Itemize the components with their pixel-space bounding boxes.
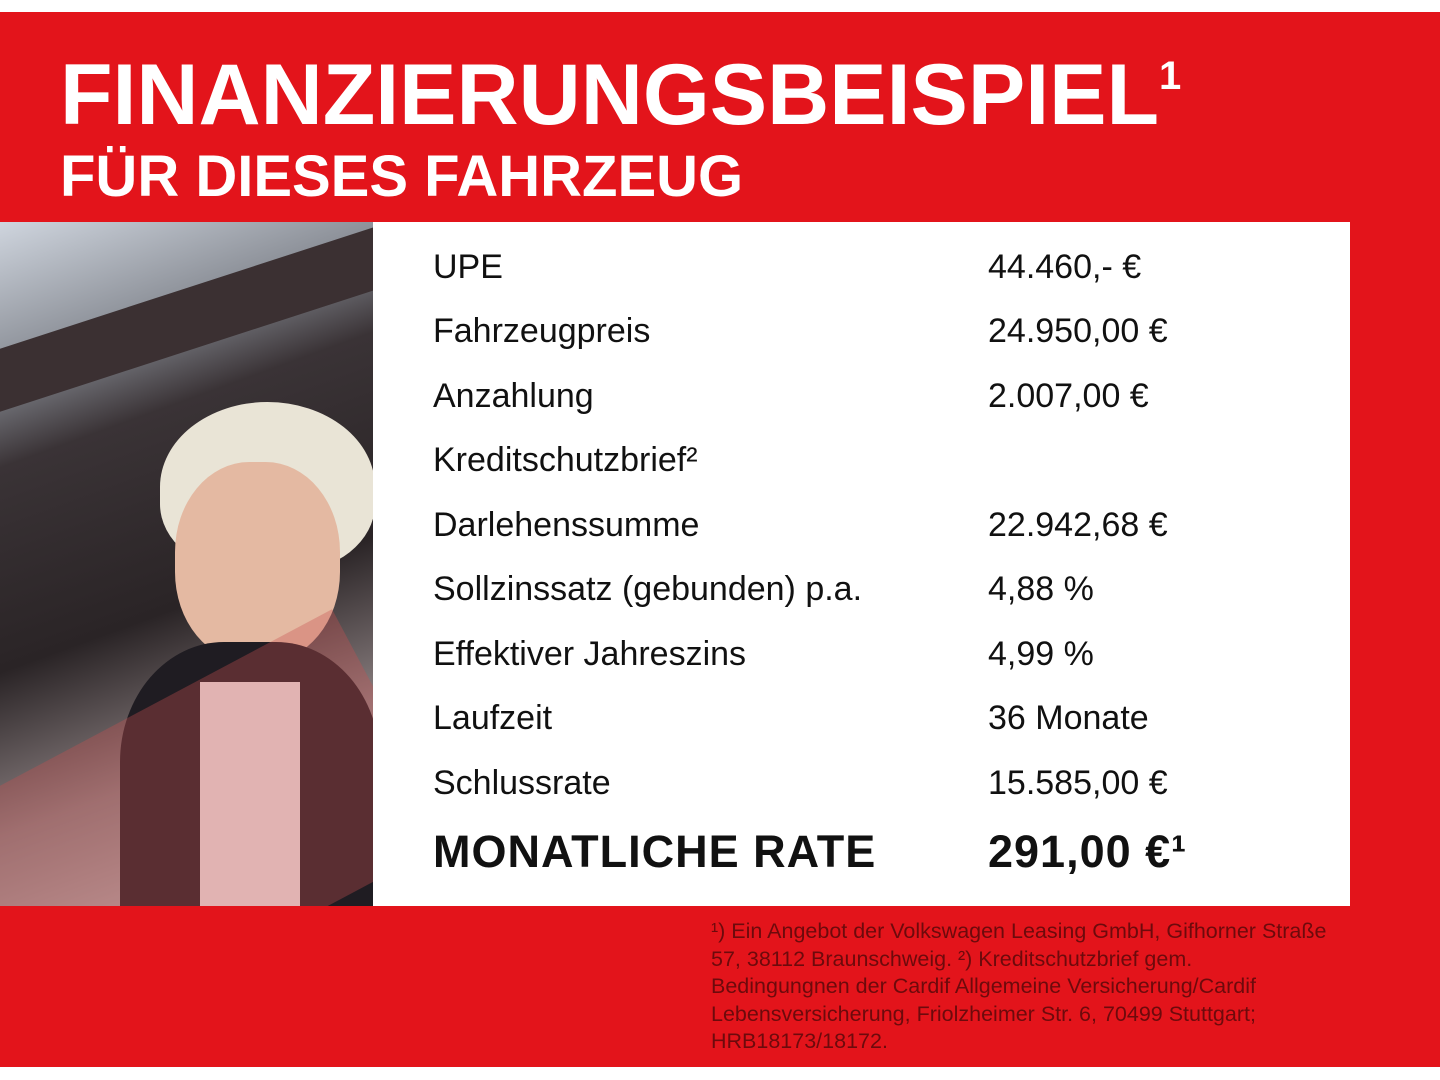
table-row: Fahrzeugpreis 24.950,00 € [433,312,1168,351]
financing-table: UPE 44.460,- € Fahrzeugpreis 24.950,00 € A… [373,222,1350,906]
row-value: 4,99 % [988,635,1094,673]
row-label: Effektiver Jahreszins [433,635,747,673]
row-value: 44.460,- € [988,248,1142,286]
monthly-rate-row: MONATLICHE RATE 291,00 €¹ [433,826,1186,878]
table-row: UPE 44.460,- € [433,248,1141,287]
table-row: Effektiver Jahreszins 4,99 % [433,635,1094,674]
row-label: Fahrzeugpreis [433,312,651,350]
row-value: 36 Monate [988,699,1149,737]
woman-in-car-photo [0,222,373,906]
row-label: UPE [433,248,503,286]
table-row: Kreditschutzbrief² [433,441,698,480]
row-label: Darlehenssumme [433,506,700,544]
row-label: Anzahlung [433,377,594,415]
monthly-rate-value: 291,00 €¹ [988,826,1188,877]
row-value: 2.007,00 € [988,377,1149,415]
title-footnote-mark: 1 [1158,54,1182,98]
footnote: ¹) Ein Angebot der Volkswagen Leasing Gm… [711,919,1327,1053]
table-row: Darlehenssumme 22.942,68 € [433,506,1168,545]
page-title: FINANZIERUNGSBEISPIEL1 [60,52,1181,138]
table-row: Anzahlung 2.007,00 € [433,377,1149,416]
row-label: Kreditschutzbrief² [433,441,698,479]
row-value: 22.942,68 € [988,506,1168,544]
table-row: Schlussrate 15.585,00 € [433,764,1168,803]
row-label: Sollzinssatz (gebunden) p.a. [433,570,863,608]
row-label: Schlussrate [433,764,611,802]
table-row: Laufzeit 36 Monate [433,699,1149,738]
row-label: Laufzeit [433,699,553,737]
row-value: 4,88 % [988,570,1094,608]
row-value: 24.950,00 € [988,312,1168,350]
row-value: 15.585,00 € [988,764,1168,802]
monthly-rate-label: MONATLICHE RATE [433,826,877,877]
table-row: Sollzinssatz (gebunden) p.a. 4,88 % [433,570,1094,609]
title-text: FINANZIERUNGSBEISPIEL [60,47,1159,143]
page-subtitle: FÜR DIESES FAHRZEUG [60,144,744,209]
